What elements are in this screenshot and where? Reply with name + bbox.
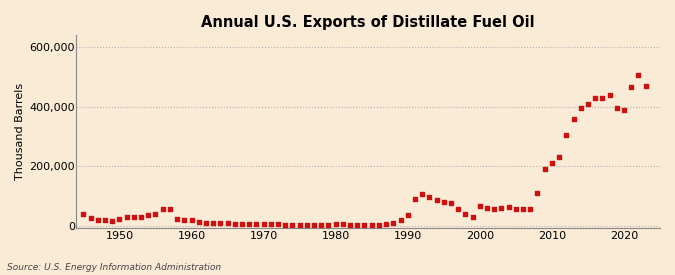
Point <box>338 222 348 227</box>
Point <box>294 222 305 227</box>
Point <box>583 101 593 106</box>
Point <box>352 223 362 227</box>
Point <box>200 221 211 225</box>
Point <box>150 212 161 216</box>
Point <box>107 218 117 223</box>
Point <box>395 218 406 222</box>
Point <box>330 222 341 226</box>
Point <box>561 133 572 137</box>
Point <box>136 214 146 219</box>
Point <box>568 116 579 121</box>
Point <box>640 84 651 88</box>
Point <box>143 213 154 218</box>
Point <box>532 191 543 195</box>
Point <box>308 223 319 227</box>
Point <box>575 106 586 110</box>
Point <box>626 85 637 90</box>
Point <box>230 221 240 226</box>
Point <box>460 211 470 216</box>
Point <box>280 222 291 227</box>
Point <box>431 198 442 202</box>
Point <box>590 96 601 100</box>
Point <box>186 218 197 222</box>
Point <box>244 222 254 226</box>
Point <box>193 220 204 224</box>
Point <box>323 222 334 227</box>
Point <box>78 212 89 216</box>
Point <box>265 222 276 227</box>
Point <box>367 223 377 227</box>
Point <box>222 221 233 226</box>
Point <box>597 96 608 100</box>
Point <box>287 222 298 227</box>
Point <box>388 221 399 225</box>
Point <box>618 108 629 112</box>
Point <box>496 205 507 210</box>
Point <box>475 204 485 208</box>
Point <box>416 192 427 197</box>
Title: Annual U.S. Exports of Distillate Fuel Oil: Annual U.S. Exports of Distillate Fuel O… <box>201 15 535 30</box>
Point <box>273 222 284 227</box>
Point <box>258 222 269 226</box>
Point <box>359 223 370 227</box>
Point <box>438 200 449 204</box>
Point <box>373 222 384 227</box>
Point <box>85 216 96 220</box>
Point <box>100 218 111 222</box>
Point <box>410 197 421 201</box>
Point <box>633 73 644 78</box>
Point <box>525 207 536 211</box>
Point <box>165 207 176 211</box>
Point <box>114 217 125 221</box>
Point <box>554 155 564 160</box>
Point <box>236 221 247 226</box>
Point <box>446 201 456 205</box>
Text: Source: U.S. Energy Information Administration: Source: U.S. Energy Information Administ… <box>7 263 221 272</box>
Point <box>381 222 392 226</box>
Point <box>612 106 622 110</box>
Point <box>128 215 139 219</box>
Point <box>171 217 182 221</box>
Point <box>424 195 435 200</box>
Point <box>482 206 493 211</box>
Point <box>251 222 262 226</box>
Point <box>92 218 103 222</box>
Point <box>604 93 615 97</box>
Point <box>157 207 168 211</box>
Point <box>510 207 521 211</box>
Point <box>467 214 478 219</box>
Point <box>489 207 500 211</box>
Point <box>208 221 219 225</box>
Point <box>122 214 132 219</box>
Point <box>504 205 514 209</box>
Point <box>316 223 327 227</box>
Point <box>547 161 558 165</box>
Point <box>345 222 356 227</box>
Point <box>539 167 550 171</box>
Point <box>215 221 225 225</box>
Point <box>302 222 313 227</box>
Y-axis label: Thousand Barrels: Thousand Barrels <box>15 83 25 180</box>
Point <box>518 207 529 211</box>
Point <box>179 218 190 222</box>
Point <box>453 207 464 211</box>
Point <box>402 213 413 218</box>
